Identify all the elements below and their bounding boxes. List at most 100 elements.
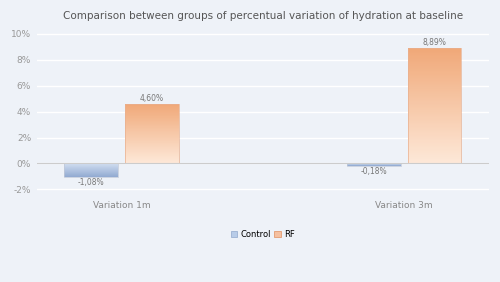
- Bar: [125, 114, 179, 115]
- Bar: [408, 94, 462, 96]
- Bar: [408, 107, 462, 108]
- Bar: [408, 65, 462, 67]
- Title: Comparison between groups of percentual variation of hydration at baseline: Comparison between groups of percentual …: [63, 11, 463, 21]
- Bar: [408, 136, 462, 137]
- Bar: [125, 123, 179, 124]
- Bar: [125, 109, 179, 110]
- Bar: [408, 70, 462, 71]
- Bar: [408, 118, 462, 120]
- Bar: [408, 112, 462, 113]
- Bar: [125, 162, 179, 163]
- Bar: [408, 157, 462, 158]
- Bar: [125, 151, 179, 152]
- Bar: [125, 117, 179, 118]
- Bar: [408, 147, 462, 148]
- Bar: [408, 135, 462, 136]
- Bar: [408, 137, 462, 138]
- Bar: [408, 76, 462, 77]
- Bar: [408, 139, 462, 140]
- Bar: [125, 136, 179, 137]
- Bar: [408, 151, 462, 152]
- Bar: [408, 152, 462, 153]
- Bar: [125, 147, 179, 148]
- Bar: [408, 153, 462, 154]
- Bar: [408, 90, 462, 91]
- Text: -1,08%: -1,08%: [78, 179, 104, 188]
- Bar: [125, 118, 179, 119]
- Bar: [408, 161, 462, 162]
- Bar: [408, 121, 462, 122]
- Bar: [125, 111, 179, 112]
- Bar: [408, 101, 462, 102]
- Bar: [125, 150, 179, 151]
- Bar: [408, 124, 462, 125]
- Bar: [64, 164, 118, 177]
- Bar: [408, 128, 462, 129]
- Bar: [408, 64, 462, 66]
- Bar: [125, 137, 179, 138]
- Bar: [408, 117, 462, 118]
- Bar: [408, 132, 462, 133]
- Bar: [125, 108, 179, 109]
- Bar: [408, 72, 462, 74]
- Bar: [125, 134, 179, 135]
- Bar: [125, 141, 179, 142]
- Bar: [125, 120, 179, 121]
- Bar: [408, 55, 462, 56]
- Bar: [125, 155, 179, 156]
- Bar: [408, 62, 462, 63]
- Text: 4,60%: 4,60%: [140, 94, 164, 103]
- Bar: [408, 130, 462, 131]
- Bar: [408, 97, 462, 98]
- Bar: [408, 109, 462, 111]
- Bar: [125, 159, 179, 160]
- Bar: [408, 102, 462, 103]
- Bar: [408, 71, 462, 72]
- Bar: [408, 48, 462, 49]
- Bar: [125, 158, 179, 159]
- Bar: [125, 110, 179, 111]
- Bar: [125, 135, 179, 136]
- Bar: [125, 122, 179, 123]
- Bar: [125, 160, 179, 161]
- Bar: [408, 146, 462, 147]
- Bar: [125, 133, 179, 134]
- Bar: [408, 142, 462, 143]
- Bar: [408, 154, 462, 155]
- Bar: [408, 50, 462, 52]
- Bar: [125, 128, 179, 129]
- Bar: [408, 114, 462, 115]
- Bar: [408, 120, 462, 121]
- Bar: [408, 108, 462, 109]
- Bar: [125, 112, 179, 113]
- Bar: [408, 67, 462, 68]
- Bar: [408, 81, 462, 82]
- Bar: [125, 126, 179, 127]
- Bar: [408, 145, 462, 146]
- Bar: [408, 52, 462, 53]
- Bar: [408, 84, 462, 85]
- Bar: [125, 110, 179, 111]
- Bar: [125, 131, 179, 132]
- Bar: [125, 154, 179, 155]
- Bar: [408, 143, 462, 144]
- Bar: [125, 105, 179, 106]
- Bar: [408, 83, 462, 84]
- Bar: [408, 78, 462, 80]
- Bar: [125, 115, 179, 116]
- Bar: [408, 92, 462, 93]
- Bar: [125, 106, 179, 107]
- Bar: [408, 82, 462, 83]
- Bar: [408, 133, 462, 135]
- Text: -0,18%: -0,18%: [360, 167, 387, 176]
- Bar: [125, 132, 179, 133]
- Bar: [125, 152, 179, 153]
- Bar: [408, 105, 462, 106]
- Bar: [408, 150, 462, 151]
- Bar: [408, 98, 462, 99]
- Bar: [408, 148, 462, 150]
- Bar: [408, 59, 462, 60]
- Bar: [125, 157, 179, 158]
- Bar: [408, 106, 462, 107]
- Bar: [125, 161, 179, 162]
